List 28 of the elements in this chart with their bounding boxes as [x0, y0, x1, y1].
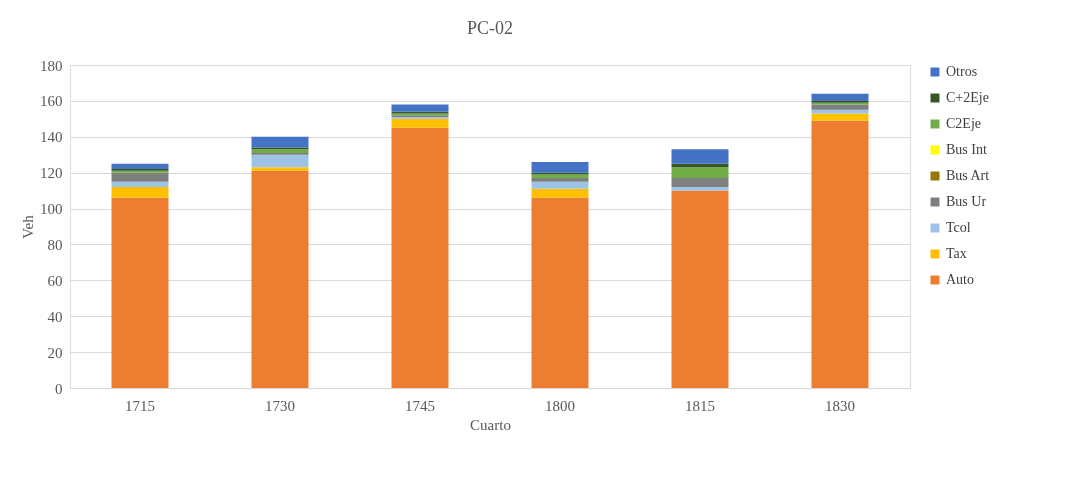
legend-label: Auto	[946, 272, 974, 287]
chart-title: PC-02	[466, 18, 514, 38]
x-tick-label: 1715	[125, 397, 155, 414]
y-tick-label: 140	[40, 129, 63, 146]
legend-label: Tax	[946, 246, 967, 261]
y-tick-label: 40	[47, 308, 63, 325]
legend-label: Bus Ur	[946, 194, 987, 209]
y-tick-label: 20	[47, 344, 63, 361]
legend-label: Otros	[946, 64, 978, 79]
x-tick-label: 1815	[685, 397, 715, 414]
legend-label: C+2Eje	[946, 90, 989, 105]
y-tick-label: 120	[40, 165, 63, 182]
y-tick-label: 100	[40, 201, 63, 218]
x-tick-label: 1745	[405, 397, 435, 414]
y-tick-label: 180	[40, 57, 63, 74]
x-tick-label: 1830	[825, 397, 855, 414]
y-tick-label: 0	[55, 380, 63, 397]
x-tick-label: 1800	[545, 397, 575, 414]
y-tick-label: 80	[47, 236, 63, 253]
y-tick-label: 160	[40, 93, 63, 110]
x-tick-label: 1730	[265, 397, 295, 414]
x-axis-title: Cuarto	[470, 416, 511, 433]
y-tick-label: 60	[47, 272, 63, 289]
legend-label: Bus Int	[946, 142, 987, 157]
legend-label: Tcol	[946, 220, 971, 235]
legend-label: Bus Art	[946, 168, 990, 183]
legend-label: C2Eje	[946, 116, 981, 131]
y-axis-title: Veh	[20, 214, 36, 239]
